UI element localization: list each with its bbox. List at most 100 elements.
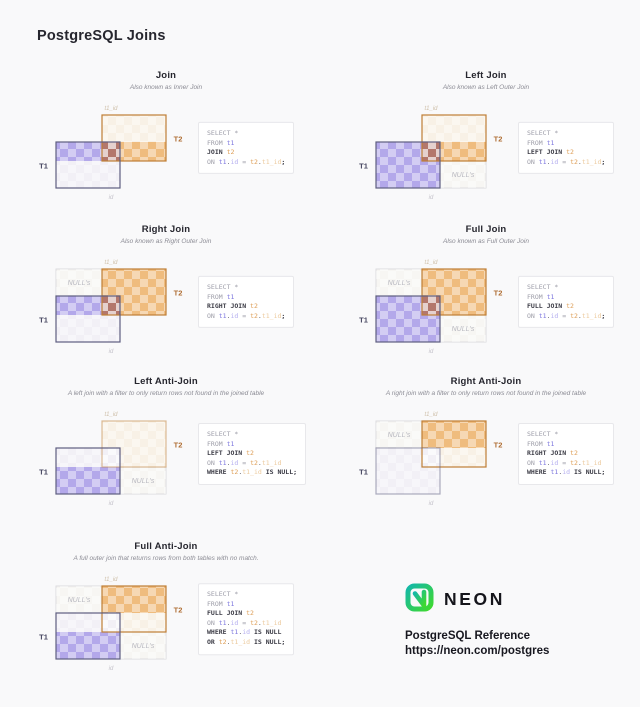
diagram-title: Left Anti-Join: [134, 376, 198, 387]
sql-line: WHERE t1.id IS NULL: [207, 628, 282, 637]
t2-border: [421, 420, 487, 468]
diagram-title: Full Join: [465, 224, 507, 235]
sql-line: FROM t1: [527, 292, 555, 301]
diagram-subtitle: Also known as Left Outer Join: [442, 84, 530, 91]
t1-id-column-label: t1_id: [424, 260, 438, 266]
nulls-label: NULL's: [68, 597, 91, 604]
brand-name: NEON: [444, 589, 505, 609]
t1-border: [55, 141, 121, 189]
cell-right-anti-join: Right Anti-Join A right join with a filt…: [326, 376, 640, 528]
sql-code-join: SELECT * FROM t1 JOIN t2 ON t1.id = t2.t1_i…: [198, 121, 295, 175]
sql-line: FULL JOIN t2: [527, 302, 574, 310]
sql-line: WHERE t1.id IS NULL;: [527, 468, 606, 477]
diagram-subtitle: Also known as Full Outer Join: [443, 238, 529, 245]
sql-code-full-join: SELECT * FROM t1 FULL JOIN t2 ON t1.id = t2…: [518, 275, 615, 329]
sql-line: ON t1.id = t2.t1_id;: [207, 311, 286, 320]
sql-line: ON t1.id = t2.t1_id: [207, 619, 282, 627]
neon-logo-icon: [405, 583, 434, 617]
t2-table-label: T2: [494, 289, 503, 298]
sql-code-right-anti-join: SELECT * FROM t1 RIGHT JOIN t2 ON t1.id = t…: [518, 423, 615, 485]
sql-line: FROM t1: [207, 138, 235, 147]
t2-table-label: T2: [174, 289, 183, 298]
brand-row: NEON: [405, 583, 625, 617]
sql-line: WHERE t2.t1_id IS NULL;: [207, 468, 298, 477]
t2-border: [101, 420, 167, 468]
sql-code-left-join: SELECT * FROM t1 LEFT JOIN t2 ON t1.id = t2…: [518, 121, 615, 175]
diagram-title: Right Anti-Join: [450, 376, 522, 387]
nulls-label: NULL's: [388, 432, 411, 439]
t1-border: [375, 447, 441, 495]
right-join-diagram: NULL's t1_id id T2 T1: [36, 255, 196, 359]
t1-id-column-label: t1_id: [104, 106, 118, 112]
id-column-label: id: [109, 666, 114, 672]
sql-line: FROM t1: [527, 439, 555, 448]
sql-code-full-anti-join: SELECT * FROM t1 FULL JOIN t2 ON t1.id = t2…: [198, 583, 295, 655]
sql-code-right-join: SELECT * FROM t1 RIGHT JOIN t2 ON t1.id = t…: [198, 275, 295, 329]
sql-line: SELECT *: [527, 282, 559, 291]
reference-label: PostgreSQL Reference: [405, 630, 531, 642]
sql-line: LEFT JOIN t2: [527, 148, 574, 156]
sql-line: FROM t1: [527, 138, 555, 147]
nulls-label: NULL's: [68, 280, 91, 287]
sql-line: ON t1.id = t2.t1_id;: [527, 157, 606, 166]
t2-border: [421, 268, 487, 316]
t1-table-label: T1: [359, 468, 368, 477]
sql-line: SELECT *: [207, 128, 239, 137]
id-column-label: id: [109, 195, 114, 201]
t1-table-label: T1: [39, 633, 48, 642]
t2-table-label: T2: [174, 135, 183, 144]
sql-line: SELECT *: [527, 430, 559, 439]
t2-border: [101, 268, 167, 316]
full-join-diagram: NULL's NULL's t1_id id T2 T1: [356, 255, 516, 359]
sql-line: JOIN t2: [207, 148, 235, 156]
diagram-subtitle: A left join with a filter to only return…: [67, 390, 265, 397]
left-join-diagram: NULL's t1_id id T2 T1: [356, 101, 516, 205]
t2-border: [421, 114, 487, 162]
sql-line: FULL JOIN t2: [207, 609, 254, 618]
join-diagram: t1_id id T2 T1: [36, 101, 196, 205]
sql-line: FROM t1: [207, 292, 235, 301]
sql-line: FROM t1: [207, 599, 235, 608]
left-anti-join-diagram: NULL's t1_id id T2 T1: [36, 407, 196, 511]
footer-branding: NEON PostgreSQL Reference https://neon.c…: [405, 583, 625, 658]
t2-table-label: T2: [494, 441, 503, 450]
sql-line: ON t1.id = t2.t1_id;: [207, 157, 286, 166]
sql-line: LEFT JOIN t2: [207, 449, 254, 458]
diagram-title: Right Join: [141, 224, 191, 235]
page-title: PostgreSQL Joins: [37, 28, 166, 44]
full-anti-join-diagram: NULL's NULL's t1_id id T2 T1: [36, 572, 196, 676]
t1-table-label: T1: [39, 316, 48, 325]
t1-border: [375, 141, 441, 189]
sql-line: ON t1.id = t2.t1_id;: [527, 311, 606, 320]
id-column-label: id: [429, 349, 434, 355]
sql-line: FROM t1: [207, 439, 235, 448]
id-column-label: id: [109, 349, 114, 355]
cell-left-join: Left Join Also known as Left Outer Join …: [326, 70, 640, 222]
sql-line: ON t1.id = t2.t1_id: [207, 458, 282, 467]
nulls-label: NULL's: [452, 172, 475, 179]
diagram-title: Join: [155, 70, 177, 81]
sql-line: ON t1.id = t2.t1_id: [527, 458, 602, 467]
diagram-title: Full Anti-Join: [134, 541, 198, 552]
t1-id-column-label: t1_id: [104, 412, 118, 418]
t1-table-label: T1: [359, 316, 368, 325]
cell-left-anti-join: Left Anti-Join A left join with a filter…: [6, 376, 326, 528]
t1-border: [55, 612, 121, 660]
sql-line: RIGHT JOIN t2: [207, 302, 258, 310]
cell-full-join: Full Join Also known as Full Outer Join …: [326, 224, 640, 376]
sql-line: OR t2.t1_id IS NULL;: [207, 638, 286, 647]
t1-border: [55, 295, 121, 343]
id-column-label: id: [429, 195, 434, 201]
sql-line: SELECT *: [207, 430, 239, 439]
t1-id-column-label: t1_id: [424, 412, 438, 418]
diagram-subtitle: Also known as Inner Join: [129, 84, 203, 91]
id-column-label: id: [429, 501, 434, 507]
sql-line: SELECT *: [207, 590, 239, 599]
sql-code-left-anti-join: SELECT * FROM t1 LEFT JOIN t2 ON t1.id = t2…: [198, 423, 307, 485]
